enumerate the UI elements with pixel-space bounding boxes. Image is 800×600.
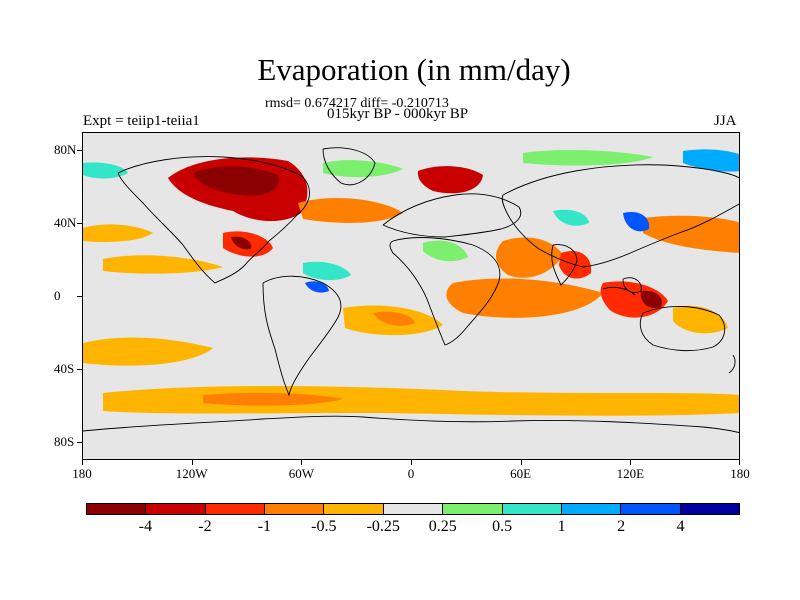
- field-south-atlantic-core: [373, 311, 415, 326]
- colorbar-label: -2: [198, 518, 212, 535]
- coast-north-america: [117, 156, 310, 284]
- colorbar-label: -4: [138, 518, 153, 535]
- lat-tick: [77, 441, 82, 443]
- lon-tick: [739, 460, 740, 465]
- field-australia-east: [673, 305, 728, 334]
- lat-tick: [77, 368, 82, 370]
- field-trop-pacific: [103, 255, 223, 274]
- lat-tick-label: 40S: [54, 360, 75, 376]
- lon-tick-label: 60E: [510, 466, 532, 481]
- colorbar-swatch: [146, 504, 206, 514]
- colorbar-swatch: [265, 504, 325, 514]
- field-gulf-core: [231, 236, 252, 250]
- colorbar-label: 0.25: [428, 518, 457, 535]
- lat-tick-label: 80S: [54, 433, 75, 449]
- anomaly-fields: [83, 149, 739, 416]
- field-siberia-green: [523, 150, 653, 166]
- colorbar-swatch: [205, 504, 266, 514]
- field-east-asia: [623, 211, 650, 232]
- colorbar-label: -1: [257, 518, 272, 535]
- lat-tick-label: 40N: [54, 215, 77, 231]
- lon-tick-label: 60W: [288, 466, 314, 481]
- lon-tick: [630, 460, 632, 465]
- colorbar-swatch: [443, 504, 503, 514]
- map-title: Evaporation (in mm/day): [257, 52, 571, 87]
- colorbar-swatch: [383, 504, 444, 514]
- coast-greenland: [322, 147, 376, 186]
- colorbar-swatch: [324, 504, 384, 514]
- field-central-asia-cyan: [553, 209, 589, 226]
- colorbar-label: 1: [557, 518, 566, 535]
- map-svg: [83, 147, 739, 433]
- lat-tick: [77, 296, 82, 297]
- colorbar-label: 2: [617, 518, 626, 535]
- coastlines: [83, 147, 739, 433]
- field-southern-ocean-core: [203, 392, 343, 406]
- coast-indonesia: [602, 286, 636, 296]
- coast-new-zealand: [728, 354, 736, 374]
- experiment-label: Expt = teiip1-teiia1: [83, 113, 200, 129]
- field-south-pacific: [83, 337, 213, 366]
- stats-text: rmsd= 0.674217 diff= -0.210713: [265, 96, 449, 111]
- period-text: 015kyr BP - 000kyr BP: [327, 106, 469, 122]
- colorbar-label: -0.25: [366, 518, 400, 535]
- coast-australia: [639, 305, 726, 352]
- colorbar-label: 4: [676, 518, 685, 535]
- colorbar-swatch: [621, 504, 681, 514]
- colorbar-swatch: [502, 504, 562, 514]
- lat-tick-label: 0: [54, 288, 61, 303]
- lat-tick: [77, 150, 82, 152]
- coast-africa: [389, 237, 501, 346]
- lon-tick-label: 120E: [616, 466, 645, 481]
- coast-asia: [501, 164, 739, 268]
- field-north-pacific-2: [643, 215, 739, 253]
- lon-tick: [191, 460, 193, 465]
- lat-tick-label: 80N: [54, 142, 77, 158]
- field-africa-green: [423, 240, 468, 262]
- colorbar-swatch: [680, 504, 739, 514]
- field-scandinavia: [417, 166, 483, 194]
- field-amazon-blue: [305, 281, 329, 293]
- map-panel: [82, 132, 740, 460]
- colorbar: [86, 503, 740, 515]
- colorbar-swatch: [561, 504, 622, 514]
- field-new-guinea-core: [640, 290, 662, 309]
- colorbar-swatch: [87, 504, 147, 514]
- lon-tick: [520, 460, 522, 465]
- field-arctic-cyan-west: [83, 162, 128, 179]
- field-north-atlantic: [298, 198, 403, 223]
- lon-tick-label: 120W: [175, 466, 208, 481]
- colorbar-label: -0.5: [311, 518, 337, 535]
- field-arctic-green: [323, 160, 403, 178]
- coast-south-america: [262, 275, 342, 397]
- field-north-pacific-1: [83, 224, 153, 243]
- field-east-siberia: [683, 149, 739, 172]
- coast-europe: [382, 193, 522, 238]
- field-arabian-sea: [496, 237, 563, 278]
- coast-india: [551, 244, 578, 286]
- lon-tick: [411, 460, 412, 465]
- coast-antarctica: [83, 415, 739, 433]
- season-label: JJA: [714, 113, 737, 129]
- field-indian-ocean: [446, 278, 603, 318]
- lon-tick-label: 180: [730, 466, 750, 481]
- field-equatorial-atlantic: [303, 261, 351, 281]
- field-canada-core: [193, 166, 279, 196]
- coast-borneo: [622, 277, 642, 293]
- lat-tick: [77, 223, 82, 225]
- lon-tick: [301, 460, 303, 465]
- field-southern-ocean: [103, 386, 739, 416]
- field-indonesia: [600, 281, 668, 318]
- colorbar-label: 0.5: [492, 518, 513, 535]
- lon-tick-label: 0: [407, 466, 415, 481]
- lon-tick: [82, 460, 83, 465]
- lon-tick-label: 180: [72, 466, 92, 481]
